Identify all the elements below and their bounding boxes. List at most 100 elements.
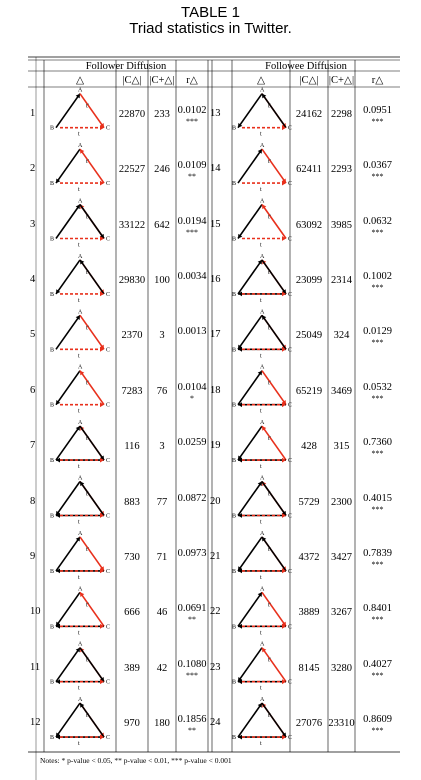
svg-text:t': t' (86, 602, 89, 608)
svg-text:B: B (50, 347, 54, 353)
row-number-right: 14 (210, 163, 221, 175)
positive-cell-right: 2314 (331, 274, 352, 286)
row-number-left: 6 (30, 384, 36, 396)
svg-text:A: A (260, 697, 265, 703)
svg-text:C: C (106, 569, 110, 575)
triad-icon-left: A B Ct t' (50, 88, 110, 138)
svg-text:t': t' (86, 159, 89, 165)
count-cell: 116 (124, 441, 140, 453)
svg-text:t: t (260, 243, 262, 249)
svg-text:t: t (78, 464, 80, 470)
svg-text:t: t (78, 243, 80, 249)
triad-icon-left: A B Ct t' (50, 531, 110, 581)
ratio-col-header: r△ (186, 75, 198, 86)
svg-text:t': t' (268, 547, 271, 553)
significance-cell-right: *** (371, 449, 384, 459)
row-number-left: 11 (30, 661, 41, 673)
svg-text:B: B (232, 347, 236, 353)
ratio-cell: 0.1080 (177, 658, 207, 670)
count-cell-right: 62411 (296, 164, 322, 176)
svg-text:C: C (106, 680, 110, 686)
row-number-left: 4 (30, 273, 36, 285)
svg-text:B: B (50, 514, 54, 520)
svg-text:A: A (78, 642, 83, 648)
svg-text:t': t' (268, 159, 271, 165)
svg-text:t': t' (86, 104, 89, 110)
svg-text:t: t (260, 741, 262, 747)
svg-text:B: B (232, 126, 236, 132)
svg-text:C: C (288, 126, 292, 132)
row-number-right: 19 (210, 440, 221, 452)
svg-text:t: t (78, 686, 80, 692)
svg-text:A: A (78, 143, 83, 149)
significance-cell: * (190, 393, 194, 403)
count-cell: 7283 (121, 385, 143, 397)
svg-text:B: B (232, 237, 236, 243)
row-number-right: 17 (210, 329, 221, 341)
count-col-header: |C△| (122, 75, 142, 86)
svg-text:t': t' (268, 436, 271, 442)
triad-icon-right: A B Ct t' (232, 476, 292, 526)
svg-text:t': t' (268, 658, 271, 664)
count-cell-right: 3889 (298, 607, 320, 619)
svg-text:A: A (78, 365, 83, 371)
svg-text:t: t (260, 464, 262, 470)
ratio-col-header-right: r△ (371, 75, 384, 86)
row-number-left: 7 (30, 440, 36, 452)
svg-text:B: B (50, 292, 54, 298)
row-number-right: 24 (210, 717, 221, 729)
ratio-cell: 0.0691 (177, 603, 207, 615)
svg-text:t: t (260, 298, 262, 304)
ratio-cell: 0.0104 (177, 381, 207, 393)
significance-cell: *** (186, 670, 198, 680)
row-number-left: 12 (30, 717, 41, 729)
svg-text:t: t (260, 187, 262, 193)
count-cell-right: 27076 (295, 718, 323, 730)
svg-text:A: A (260, 199, 265, 205)
ratio-cell-right: 0.7839 (363, 547, 392, 559)
significance-cell: ** (188, 726, 196, 736)
triad-icon-right: A B Ct t' (232, 697, 292, 747)
triad-icon-right: A B Ct t' (232, 199, 292, 249)
ratio-cell: 0.0259 (177, 437, 207, 449)
positive-cell-right: 315 (333, 441, 350, 453)
positive-col-header: |C+△| (149, 75, 175, 86)
ratio-cell-right: 0.0532 (363, 381, 392, 393)
positive-cell: 76 (156, 385, 168, 397)
row-number-right: 21 (210, 550, 221, 562)
triad-icon-left: A B Ct t' (50, 199, 110, 249)
ratio-cell-right: 0.0367 (363, 160, 392, 172)
significance-cell-right: *** (371, 615, 384, 625)
positive-cell-right: 3469 (331, 385, 352, 397)
svg-text:t': t' (268, 492, 271, 498)
row-number-left: 9 (30, 550, 36, 562)
svg-text:t': t' (86, 713, 89, 719)
svg-text:t': t' (86, 270, 89, 276)
svg-text:B: B (50, 458, 54, 464)
triad-icon-left: A B Ct t' (50, 697, 110, 747)
count-cell: 970 (124, 718, 140, 730)
significance-cell-right: *** (371, 559, 384, 569)
svg-text:t: t (78, 353, 80, 359)
svg-text:t: t (78, 575, 80, 581)
svg-text:t': t' (268, 602, 271, 608)
row-number-left: 8 (30, 495, 36, 507)
svg-text:t': t' (268, 381, 271, 387)
count-cell-right: 23099 (295, 274, 323, 286)
svg-text:C: C (106, 237, 110, 243)
svg-text:A: A (78, 88, 83, 94)
svg-text:t': t' (268, 713, 271, 719)
svg-text:t': t' (268, 270, 271, 276)
svg-text:A: A (78, 476, 83, 482)
svg-text:t: t (260, 686, 262, 692)
svg-text:t: t (260, 409, 262, 415)
significance-cell-right: *** (371, 282, 384, 292)
significance-cell: *** (186, 227, 198, 237)
svg-text:t: t (78, 187, 80, 193)
row-number-left: 10 (30, 606, 41, 618)
count-cell-right: 63092 (295, 219, 323, 231)
svg-text:A: A (78, 420, 83, 426)
svg-text:C: C (106, 347, 110, 353)
significance-cell-right: *** (371, 227, 384, 237)
